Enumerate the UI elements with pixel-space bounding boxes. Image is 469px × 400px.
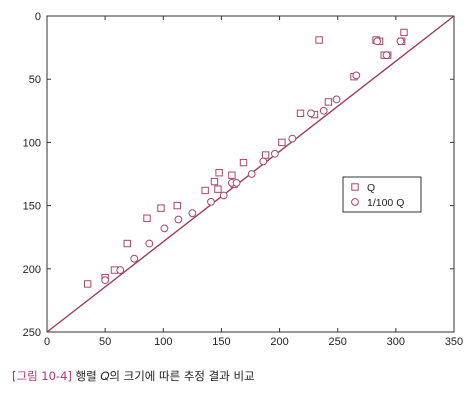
square-point: [400, 28, 408, 37]
plot-frame: [46, 15, 455, 333]
circle-point: [101, 276, 110, 285]
legend-box: [342, 176, 422, 213]
legend-label: 1/100 Q: [367, 197, 404, 209]
x-tick-label: 200: [270, 336, 288, 348]
square-point: [123, 239, 131, 248]
plot-axes: 0 50 100 150 200 250 300 350 0 50 100 150 200 250: [23, 11, 464, 348]
x-tick-label: 300: [387, 336, 405, 348]
x-tick-label: 350: [445, 336, 463, 348]
square-point: [296, 109, 305, 118]
square-point: [324, 98, 333, 106]
figure-caption: [그림 10-4] 행렬 𝑄의 크기에 따른 추정 결과 비교: [12, 368, 255, 384]
circle-point: [307, 109, 315, 118]
x-tick-label: 150: [212, 336, 230, 348]
square-point: [201, 186, 209, 195]
square-point: [173, 201, 181, 210]
circle-point: [373, 37, 382, 46]
figure-caption-tag: [그림 10-4]: [12, 369, 72, 383]
y-tick-label: 0: [35, 11, 41, 23]
circle-point: [160, 224, 169, 233]
circle-point: [207, 197, 215, 206]
legend-circle-icon: [351, 198, 359, 206]
square-point: [228, 171, 236, 179]
circle-point: [396, 37, 405, 46]
y-tick-label: 150: [23, 201, 41, 213]
circle-point: [271, 149, 279, 158]
square-point: [143, 214, 151, 222]
circle-point: [319, 106, 328, 115]
square-point: [210, 177, 219, 186]
series-q-over-100: [101, 37, 405, 285]
circle-point: [382, 51, 391, 60]
circle-point: [130, 254, 139, 263]
series-q: [84, 28, 408, 288]
square-point: [261, 151, 270, 159]
circle-point: [116, 266, 125, 274]
square-point: [315, 36, 323, 44]
square-point: [84, 280, 92, 288]
y-tick-label: 250: [23, 327, 41, 339]
circle-point: [288, 134, 297, 143]
y-tick-label: 200: [23, 264, 41, 276]
figure-caption-text: 행렬 𝑄의 크기에 따른 추정 결과 비교: [71, 369, 255, 383]
data-marks: [84, 28, 408, 288]
square-point: [157, 204, 165, 212]
x-tick-label: 50: [99, 336, 111, 348]
square-point: [214, 185, 222, 193]
circle-point: [219, 191, 228, 200]
circle-point: [332, 95, 341, 104]
circle-point: [188, 209, 197, 218]
y-tick-label: 50: [29, 74, 41, 86]
x-tick-label: 100: [154, 336, 172, 348]
square-point: [278, 138, 286, 147]
circle-point: [247, 170, 256, 178]
circle-point: [352, 71, 361, 80]
circle-point: [259, 157, 268, 166]
x-tick-label: 0: [44, 336, 50, 348]
circle-point: [174, 215, 183, 224]
legend: Q 1/100 Q: [342, 176, 422, 213]
circle-point: [232, 178, 241, 187]
circle-point: [145, 239, 154, 248]
square-point: [239, 158, 248, 167]
scatter-chart: 0 50 100 150 200 250 300 350 0 50 100 150 200 250 Q 1/…: [23, 11, 464, 348]
y-tick-label: 100: [23, 137, 41, 149]
legend-label: Q: [367, 182, 375, 194]
square-point: [215, 169, 223, 177]
legend-square-icon: [351, 183, 359, 191]
x-tick-label: 250: [329, 336, 347, 348]
